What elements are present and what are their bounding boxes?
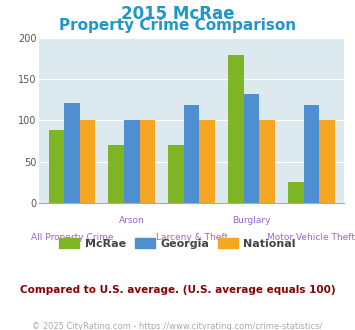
Text: Burglary: Burglary — [232, 216, 271, 225]
Text: Motor Vehicle Theft: Motor Vehicle Theft — [267, 233, 355, 242]
Bar — [200, 120, 215, 203]
Bar — [288, 182, 304, 203]
Bar — [109, 145, 124, 203]
Text: Larceny & Theft: Larceny & Theft — [155, 233, 228, 242]
Text: Property Crime Comparison: Property Crime Comparison — [59, 18, 296, 33]
Bar — [124, 120, 140, 203]
Bar — [244, 94, 260, 203]
Bar — [80, 120, 95, 203]
Text: 2015 McRae: 2015 McRae — [121, 5, 234, 23]
Text: Arson: Arson — [119, 216, 145, 225]
Bar — [140, 120, 155, 203]
Bar — [304, 105, 319, 203]
Text: Compared to U.S. average. (U.S. average equals 100): Compared to U.S. average. (U.S. average … — [20, 285, 335, 295]
Text: All Property Crime: All Property Crime — [31, 233, 113, 242]
Bar — [64, 103, 80, 203]
Bar — [228, 55, 244, 203]
Bar — [184, 105, 200, 203]
Bar — [49, 130, 64, 203]
Bar — [168, 145, 184, 203]
Text: © 2025 CityRating.com - https://www.cityrating.com/crime-statistics/: © 2025 CityRating.com - https://www.city… — [32, 322, 323, 330]
Bar — [319, 120, 335, 203]
Legend: McRae, Georgia, National: McRae, Georgia, National — [55, 234, 300, 253]
Bar — [260, 120, 275, 203]
